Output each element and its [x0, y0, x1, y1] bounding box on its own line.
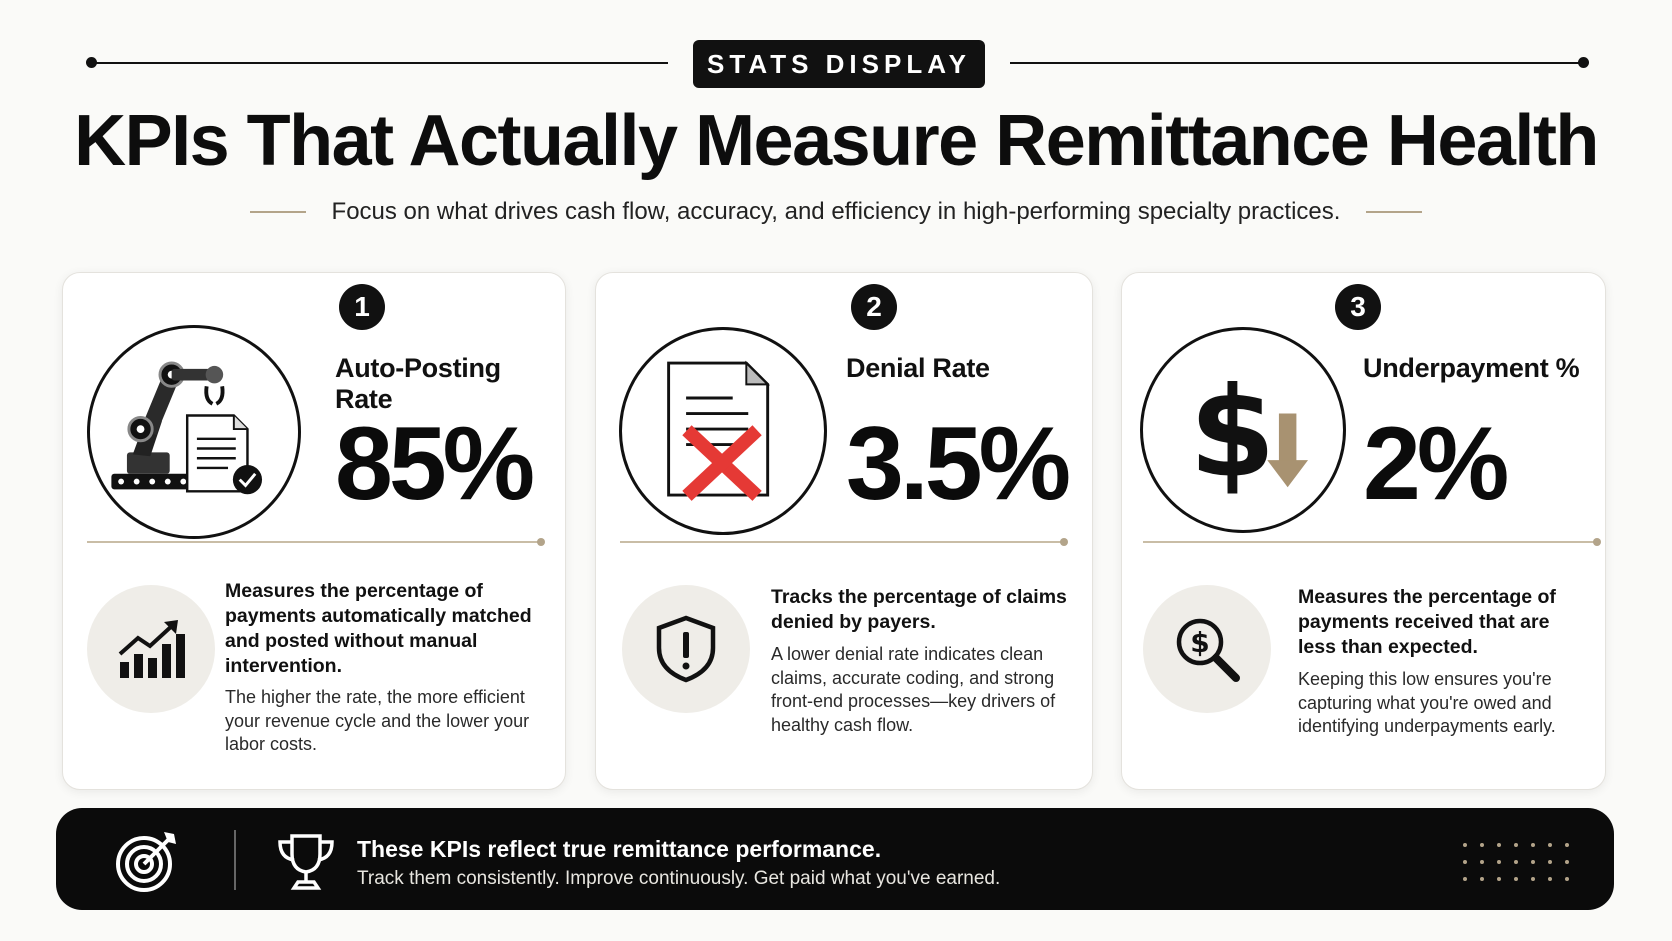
- card-number-badge: 1: [339, 284, 385, 330]
- growth-chart-icon: [87, 585, 215, 713]
- footer-title: These KPIs reflect true remittance perfo…: [357, 836, 882, 862]
- page-title: KPIs That Actually Measure Remittance He…: [74, 101, 1599, 181]
- kpi-card-auto-posting: 1 Auto-Posting Rate 85%: [62, 272, 566, 790]
- subtitle-rule-right: [1366, 211, 1423, 213]
- subtitle-rule-left: [249, 211, 306, 213]
- card-description: Measures the percentage of payments rece…: [1298, 585, 1588, 739]
- decorative-dot-grid: [1456, 836, 1576, 888]
- card-description: Measures the percentage of payments auto…: [225, 579, 545, 757]
- denied-document-icon: [619, 327, 827, 535]
- dollar-search-icon: $: [1143, 585, 1271, 713]
- card-divider: [620, 538, 1068, 546]
- card-description: Tracks the percentage of claims denied b…: [771, 585, 1071, 737]
- header-rule-left: [90, 62, 668, 64]
- card-number-badge: 3: [1335, 284, 1381, 330]
- footer-subtitle: Track them consistently. Improve continu…: [357, 868, 1001, 889]
- card-body: The higher the rate, the more efficient …: [225, 687, 530, 754]
- stats-display-badge: STATS DISPLAY: [693, 40, 985, 88]
- svg-text:$: $: [1190, 626, 1209, 659]
- card-headline: Measures the percentage of payments rece…: [1298, 586, 1556, 658]
- kpi-card-denial-rate: 2 Denial Rate 3.5% Tracks the percentage…: [595, 272, 1093, 790]
- svg-text:$: $: [1189, 362, 1275, 506]
- card-body: A lower denial rate indicates clean clai…: [771, 644, 1056, 735]
- shield-alert-icon: [622, 585, 750, 713]
- card-body: Keeping this low ensures you're capturin…: [1298, 669, 1556, 736]
- trophy-icon: [278, 834, 334, 890]
- subtitle-row: Focus on what drives cash flow, accuracy…: [0, 198, 1672, 226]
- kpi-label: Denial Rate: [846, 353, 990, 383]
- page-subtitle: Focus on what drives cash flow, accuracy…: [331, 198, 1341, 225]
- kpi-value: 85%: [335, 406, 535, 522]
- footer-separator: [234, 830, 236, 890]
- kpi-card-underpayment: 3 $ Underpayment % 2% $ Measures the per…: [1121, 272, 1606, 790]
- header-rule-right: [1010, 62, 1584, 64]
- card-headline: Tracks the percentage of claims denied b…: [771, 586, 1067, 633]
- target-icon: [116, 832, 176, 892]
- dollar-down-arrow-icon: $: [1140, 327, 1346, 533]
- card-headline: Measures the percentage of payments auto…: [225, 580, 532, 677]
- card-divider: [1143, 538, 1601, 546]
- kpi-value: 3.5%: [846, 406, 1071, 522]
- card-divider: [87, 538, 545, 546]
- robot-arm-document-icon: [87, 325, 301, 539]
- card-number-badge: 2: [851, 284, 897, 330]
- header-rule-dot-right: [1578, 57, 1589, 68]
- kpi-label: Auto-Posting Rate: [335, 353, 501, 414]
- header-rule-dot-left: [86, 57, 97, 68]
- footer-banner: These KPIs reflect true remittance perfo…: [56, 808, 1614, 910]
- kpi-label: Underpayment %: [1363, 353, 1580, 383]
- kpi-value: 2%: [1363, 406, 1509, 522]
